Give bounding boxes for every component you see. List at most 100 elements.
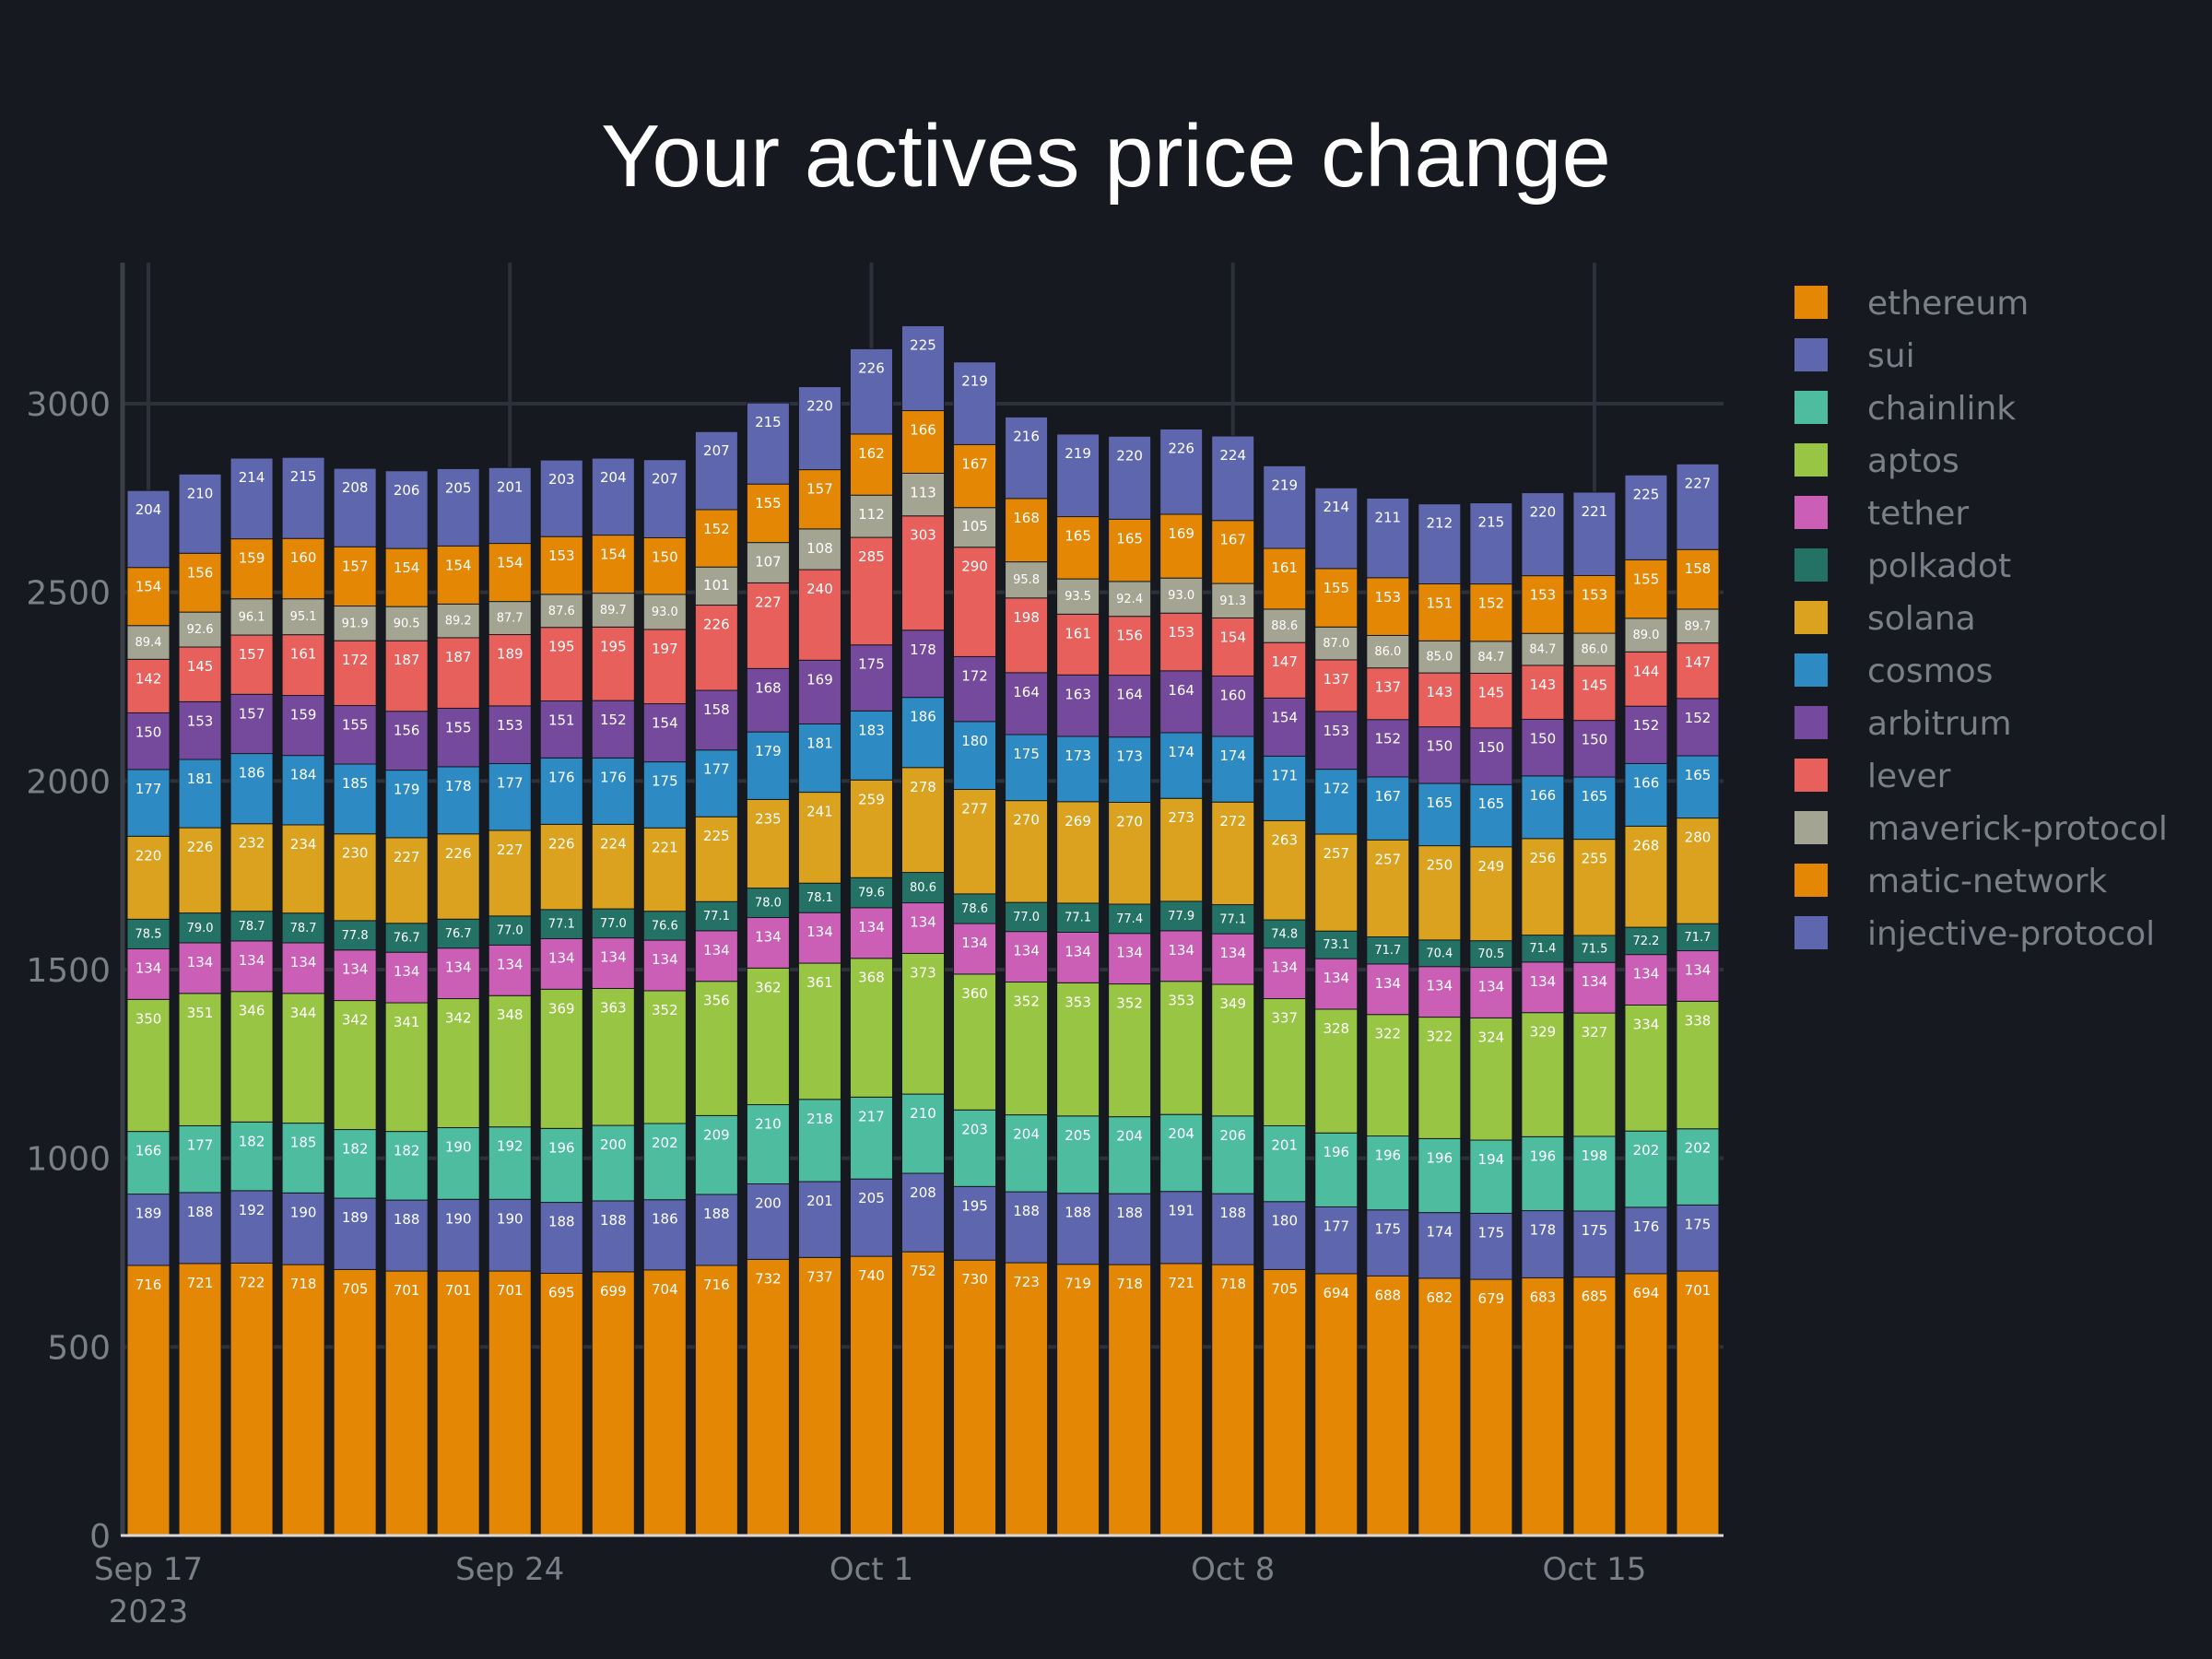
data-label: 186 bbox=[652, 1211, 678, 1228]
legend[interactable]: ethereum sui chainlink aptos tether polkadot s… bbox=[1794, 285, 2168, 953]
legend-item[interactable]: maverick-protocol bbox=[1794, 810, 2168, 848]
bar-segment bbox=[694, 1114, 738, 1195]
data-label: 152 bbox=[1685, 710, 1712, 726]
bar-segment bbox=[1314, 1008, 1359, 1134]
bar-segment bbox=[1159, 900, 1204, 932]
bar-segment bbox=[849, 958, 893, 1098]
bar-segment bbox=[1572, 665, 1617, 722]
bar-segment bbox=[1314, 769, 1359, 835]
bar-segment bbox=[436, 707, 480, 768]
data-label: 235 bbox=[755, 810, 782, 827]
data-label: 685 bbox=[1582, 1288, 1608, 1305]
bar-segment bbox=[281, 695, 325, 757]
bar-segment bbox=[1572, 961, 1617, 1014]
bar-segment bbox=[1366, 1014, 1410, 1137]
bar-segment bbox=[1159, 981, 1204, 1115]
bar-segment bbox=[591, 908, 635, 939]
legend-item[interactable]: injective-protocol bbox=[1794, 915, 2155, 953]
data-label: 163 bbox=[1065, 686, 1091, 702]
data-label: 167 bbox=[1374, 788, 1401, 805]
bar-segment bbox=[953, 507, 997, 548]
data-label: 363 bbox=[600, 999, 627, 1016]
data-label: 134 bbox=[1530, 973, 1557, 990]
data-label: 155 bbox=[1633, 571, 1660, 587]
data-label: 175 bbox=[1478, 1224, 1505, 1241]
data-label: 175 bbox=[1374, 1221, 1401, 1238]
bar-segment bbox=[642, 1199, 687, 1271]
data-label: 143 bbox=[1530, 677, 1557, 693]
bar-segment bbox=[384, 606, 429, 641]
data-label: 188 bbox=[1219, 1205, 1246, 1221]
legend-item[interactable]: sui bbox=[1794, 337, 1915, 375]
data-label: 188 bbox=[1065, 1205, 1091, 1221]
bar-segment bbox=[1676, 755, 1720, 819]
legend-swatch bbox=[1794, 916, 1828, 949]
bar-segment bbox=[953, 655, 997, 723]
bar-segment bbox=[539, 1127, 583, 1204]
data-label: 77.9 bbox=[1168, 910, 1194, 924]
data-label: 86.0 bbox=[1581, 643, 1607, 657]
legend-label: maverick-protocol bbox=[1867, 810, 2168, 848]
bar-segment bbox=[849, 536, 893, 646]
legend-item[interactable]: arbitrum bbox=[1794, 705, 2012, 743]
data-label: 134 bbox=[1219, 945, 1246, 961]
data-label: 196 bbox=[1323, 1144, 1349, 1160]
bar-segment bbox=[178, 993, 222, 1126]
data-label: 108 bbox=[806, 540, 833, 557]
bar-segment bbox=[229, 911, 274, 942]
legend-item[interactable]: lever bbox=[1794, 758, 1951, 795]
data-label: 154 bbox=[135, 579, 162, 595]
legend-item[interactable]: ethereum bbox=[1794, 285, 2029, 323]
data-label: 154 bbox=[1271, 709, 1298, 725]
bar-segment bbox=[1676, 1000, 1720, 1130]
legend-item[interactable]: aptos bbox=[1794, 442, 1959, 480]
data-label: 134 bbox=[910, 914, 936, 931]
legend-label: injective-protocol bbox=[1867, 915, 2155, 953]
legend-item[interactable]: solana bbox=[1794, 600, 1976, 638]
bar-segment bbox=[488, 601, 532, 636]
bar-segment bbox=[1572, 776, 1617, 841]
bar-segment bbox=[1521, 1210, 1565, 1278]
data-label: 227 bbox=[1685, 475, 1712, 491]
bar-segment bbox=[488, 1198, 532, 1272]
bar-segment bbox=[1572, 632, 1617, 666]
data-label: 205 bbox=[1065, 1127, 1091, 1144]
data-label: 241 bbox=[806, 804, 833, 820]
bar-segment bbox=[1624, 1130, 1668, 1208]
legend-item[interactable]: tether bbox=[1794, 495, 1969, 533]
bar-segment bbox=[591, 1124, 635, 1202]
data-label: 134 bbox=[1582, 973, 1608, 990]
legend-item[interactable]: chainlink bbox=[1794, 390, 2016, 428]
legend-item[interactable]: polkadot bbox=[1794, 547, 2011, 585]
data-label: 96.1 bbox=[239, 610, 265, 624]
data-label: 202 bbox=[1685, 1140, 1712, 1157]
data-label: 362 bbox=[755, 979, 782, 995]
bar-segment bbox=[1263, 1124, 1307, 1203]
bar-segment bbox=[901, 410, 945, 474]
data-label: 182 bbox=[394, 1143, 420, 1159]
legend-item[interactable]: matic-network bbox=[1794, 863, 2107, 900]
data-label: 71.4 bbox=[1529, 942, 1556, 956]
data-label: 92.6 bbox=[187, 623, 214, 637]
data-label: 156 bbox=[187, 564, 214, 581]
data-label: 352 bbox=[1116, 995, 1143, 1012]
bar-segment bbox=[1108, 933, 1152, 985]
data-label: 226 bbox=[548, 835, 575, 852]
bar-segment bbox=[384, 470, 429, 549]
data-label: 718 bbox=[290, 1276, 317, 1292]
data-label: 89.4 bbox=[135, 636, 162, 650]
data-label: 202 bbox=[652, 1135, 678, 1151]
bar-segment bbox=[281, 755, 325, 826]
data-label: 176 bbox=[548, 769, 575, 785]
data-label: 198 bbox=[1013, 609, 1040, 626]
data-label: 169 bbox=[806, 671, 833, 688]
data-label: 70.5 bbox=[1477, 947, 1504, 961]
legend-item[interactable]: cosmos bbox=[1794, 653, 1993, 690]
bar-segment bbox=[1108, 581, 1152, 618]
bar-segment bbox=[1624, 1273, 1668, 1536]
data-label: 167 bbox=[1219, 532, 1246, 548]
data-label: 211 bbox=[1374, 509, 1401, 525]
bar-segment bbox=[126, 835, 171, 920]
bar-segment bbox=[333, 1000, 377, 1131]
bar-segment bbox=[1676, 608, 1720, 644]
